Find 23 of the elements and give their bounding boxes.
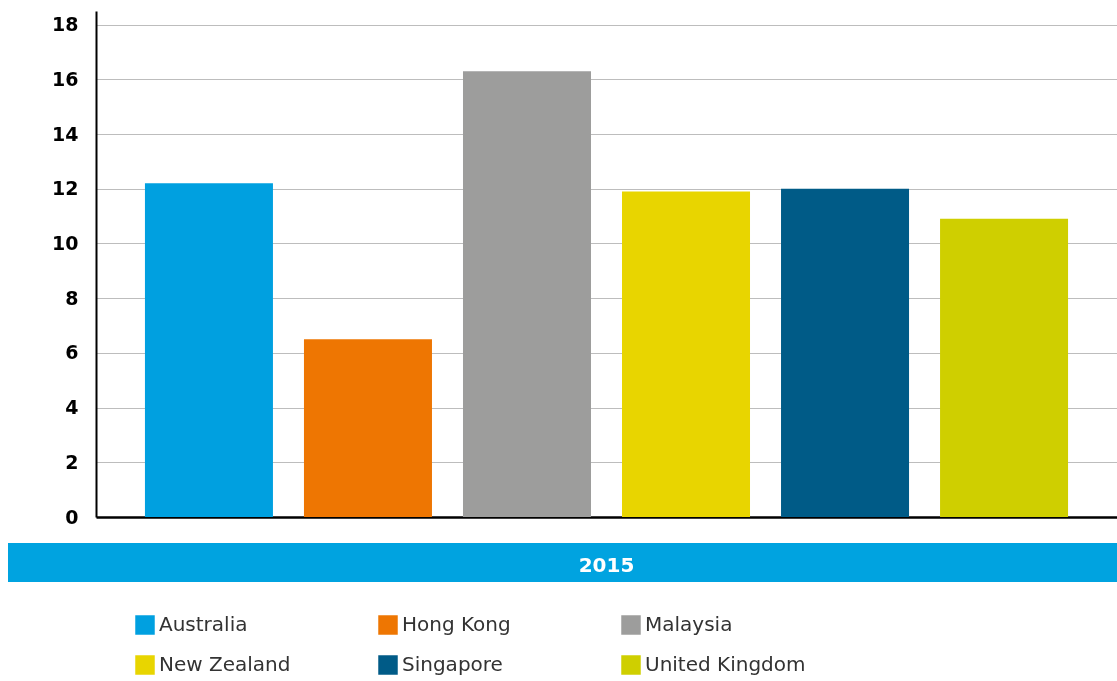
legend-label: Singapore xyxy=(402,652,503,676)
y-tick-label: 4 xyxy=(65,396,79,419)
y-tick-label: 10 xyxy=(52,231,79,254)
x-tick-label: 2015 xyxy=(578,552,635,577)
legend-label: New Zealand xyxy=(159,652,291,676)
legend-label: Hong Kong xyxy=(402,612,511,636)
bar xyxy=(622,191,751,517)
y-tick-label: 8 xyxy=(65,286,79,309)
y-tick-label: 18 xyxy=(52,13,79,36)
legend-label: Australia xyxy=(159,612,248,636)
bar xyxy=(940,218,1069,517)
bar xyxy=(781,188,910,517)
y-tick-label: 0 xyxy=(65,505,79,528)
legend-label: Malaysia xyxy=(645,612,733,636)
legend-label: United Kingdom xyxy=(645,652,806,676)
y-tick-label: 2 xyxy=(65,450,79,473)
bar xyxy=(462,71,591,517)
y-tick-label: 6 xyxy=(65,341,79,364)
bar xyxy=(144,183,273,517)
y-tick-label: 12 xyxy=(52,177,79,200)
bar xyxy=(303,339,432,517)
y-tick-label: 16 xyxy=(52,67,79,90)
y-tick-label: 14 xyxy=(52,122,79,145)
